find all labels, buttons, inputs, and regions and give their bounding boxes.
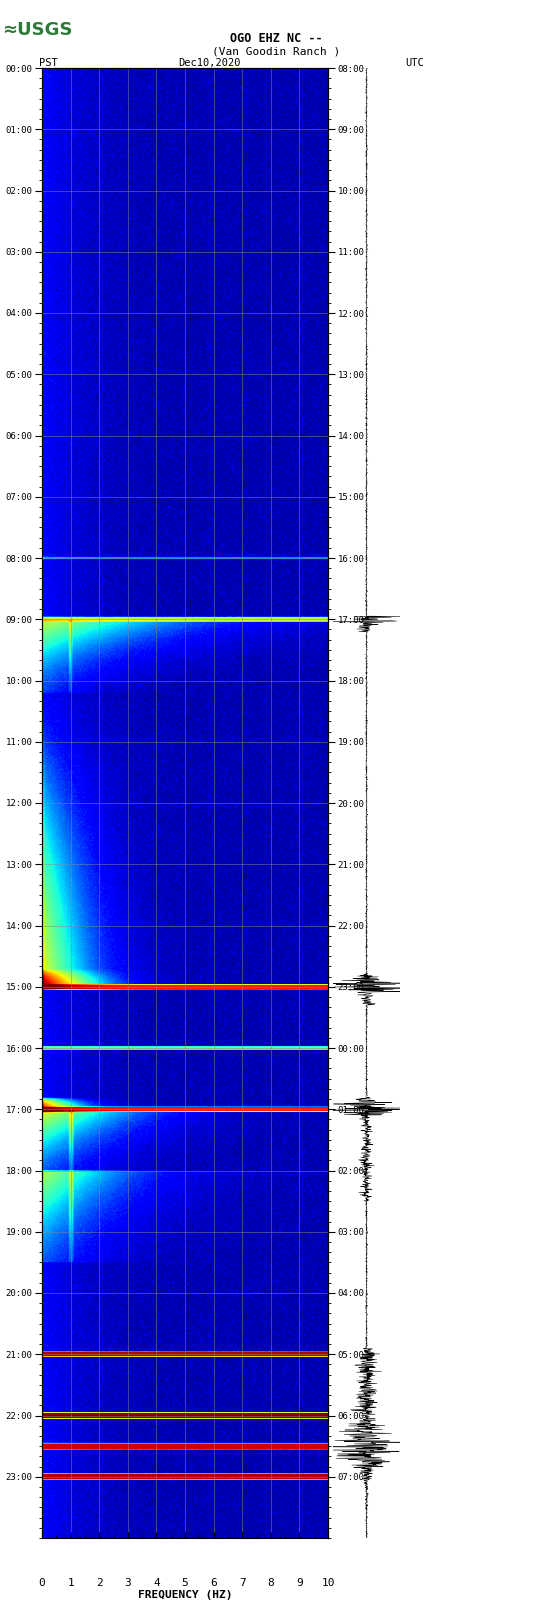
Text: UTC: UTC [406, 58, 424, 68]
Text: (Van Goodin Ranch ): (Van Goodin Ranch ) [212, 47, 340, 56]
Text: PST: PST [39, 58, 58, 68]
Text: ≈USGS: ≈USGS [2, 21, 72, 39]
Text: OGO EHZ NC --: OGO EHZ NC -- [230, 32, 322, 45]
Text: Dec10,2020: Dec10,2020 [178, 58, 241, 68]
X-axis label: FREQUENCY (HZ): FREQUENCY (HZ) [138, 1590, 232, 1600]
